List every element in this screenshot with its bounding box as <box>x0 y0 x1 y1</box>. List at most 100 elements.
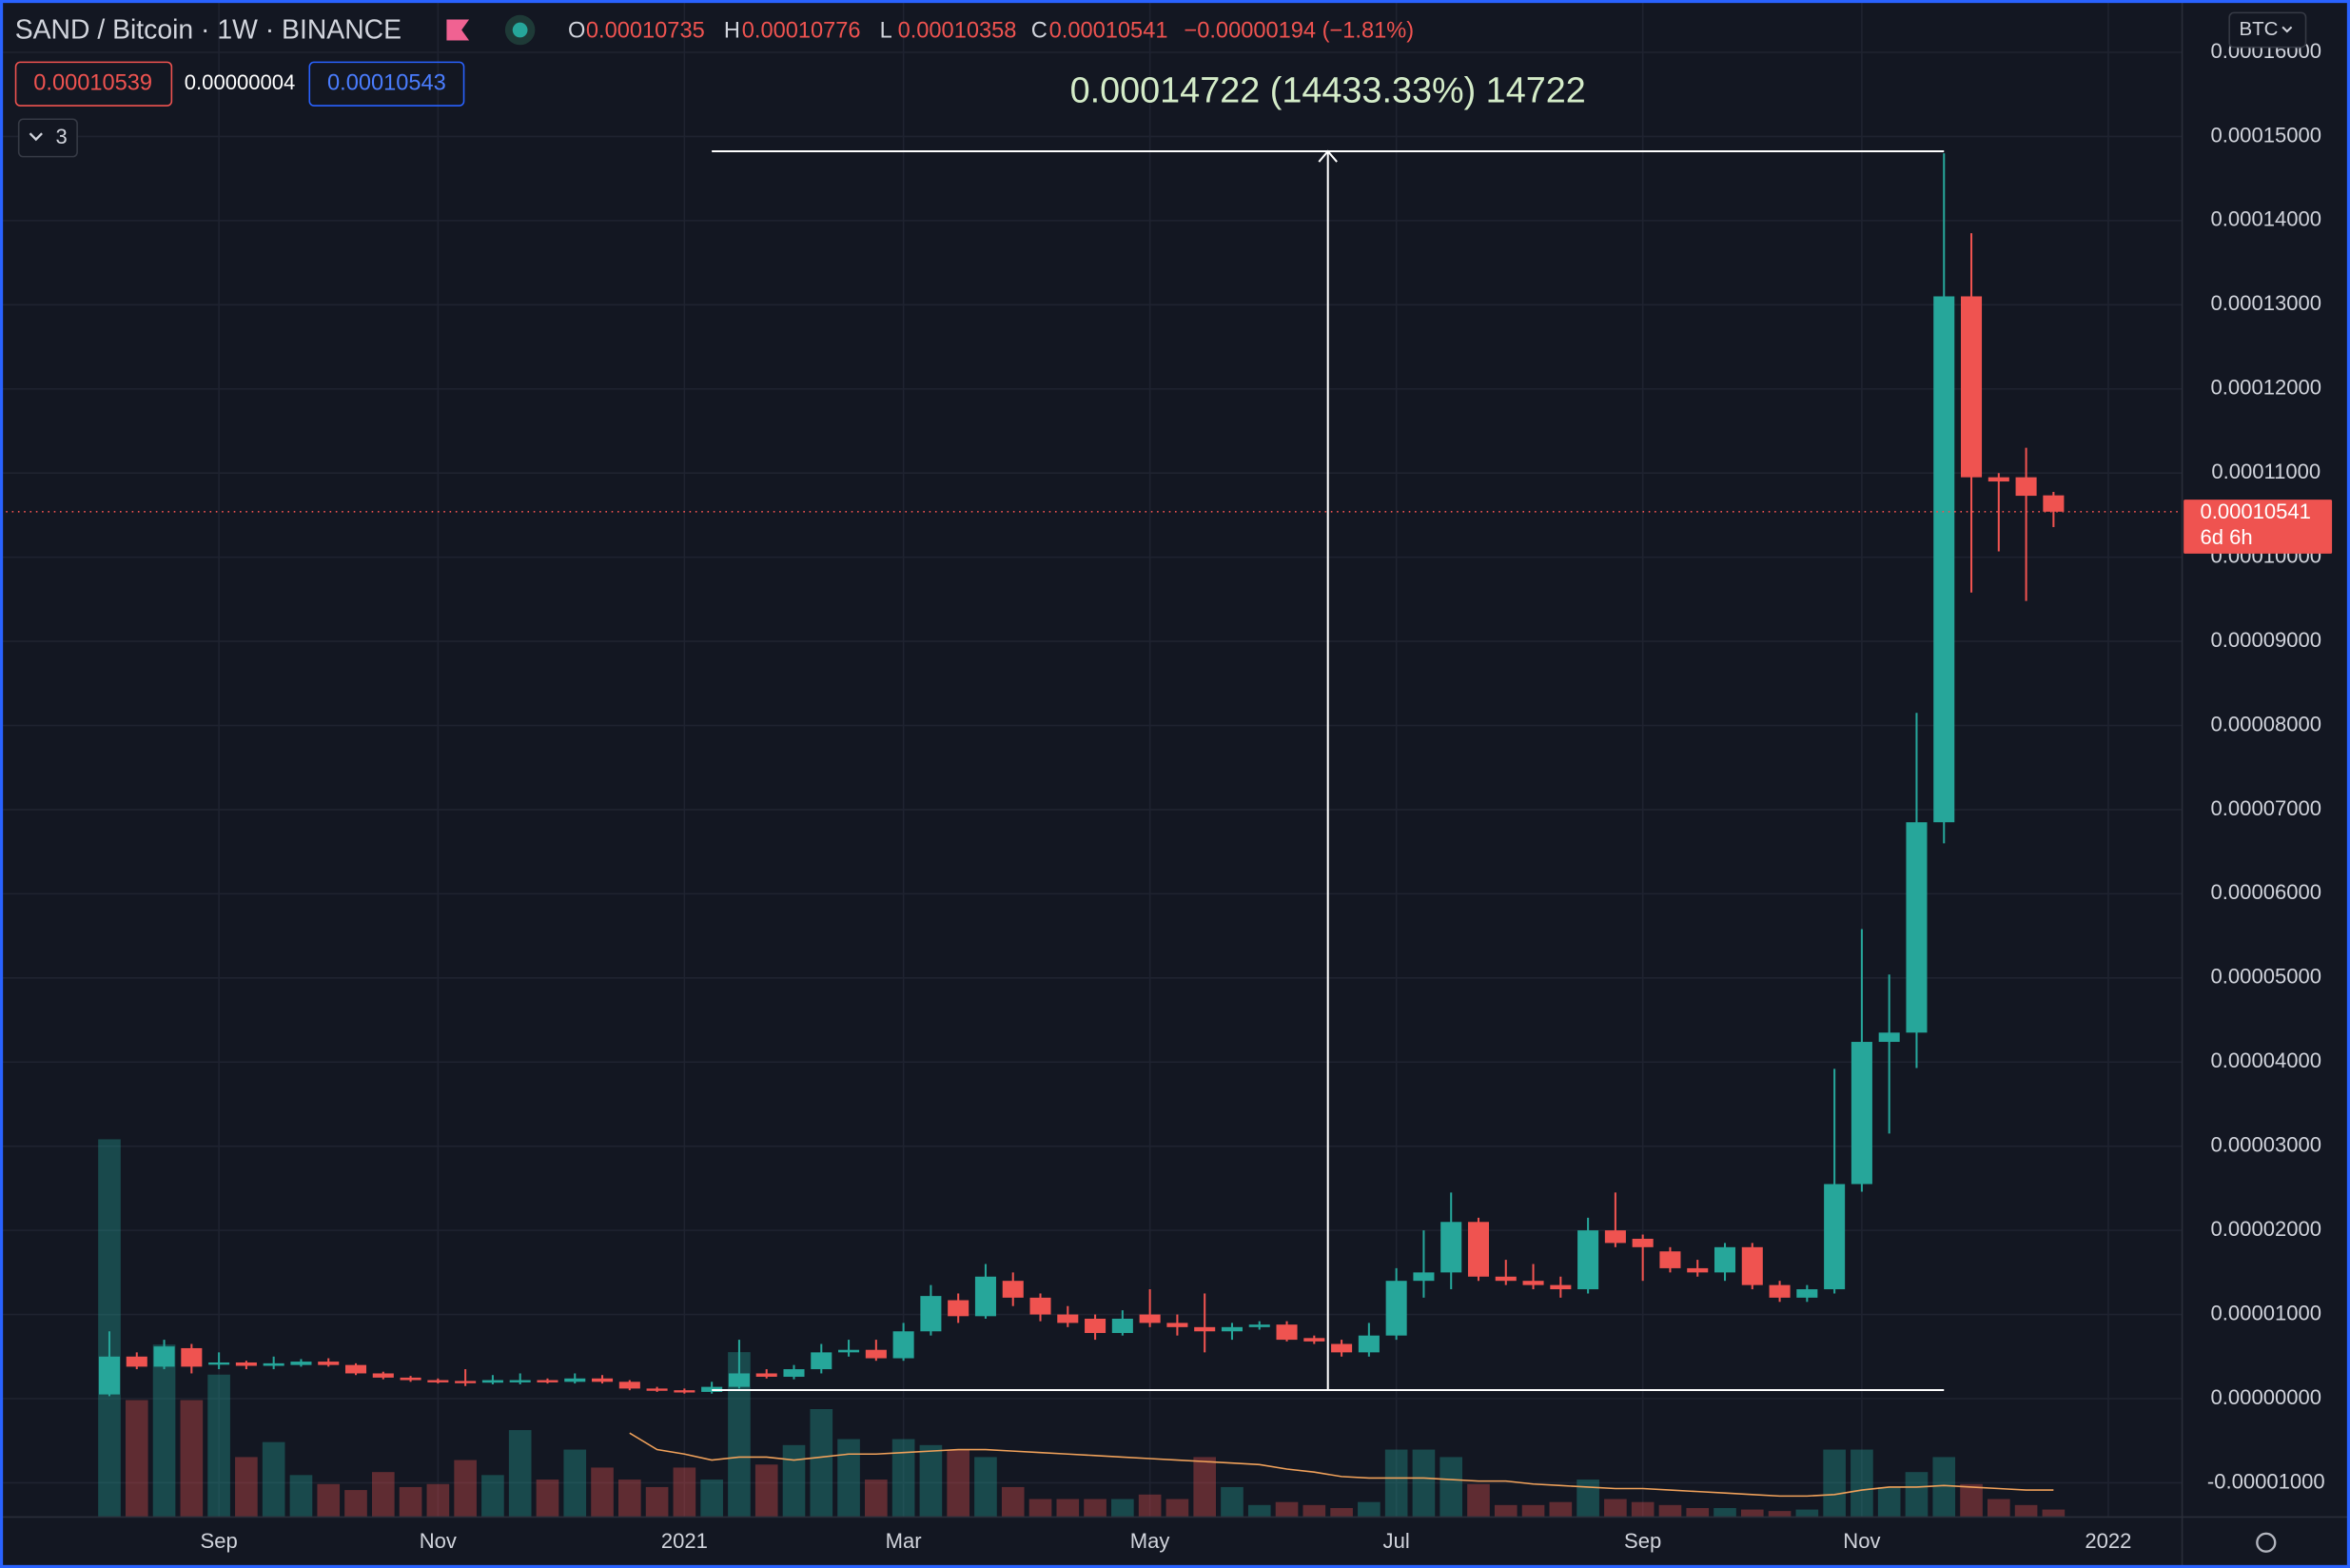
candle-body <box>1714 1246 1736 1273</box>
y-tick-label: 0.00015000 <box>2211 123 2321 147</box>
candle-body <box>263 1362 284 1366</box>
candle-body <box>1467 1222 1490 1277</box>
volume-bar <box>1028 1499 1052 1518</box>
ohlc-value: 0.00010776 <box>742 18 861 43</box>
ask-button[interactable] <box>308 61 465 107</box>
y-tick-label: 0.00004000 <box>2211 1049 2321 1072</box>
x-tick-label: Nov <box>1843 1529 1880 1553</box>
candle-body <box>1550 1284 1572 1290</box>
candle-body <box>509 1380 531 1382</box>
candle-body <box>892 1331 914 1359</box>
flag-icon[interactable] <box>446 19 470 41</box>
volume-bar <box>782 1444 806 1518</box>
y-tick-label: 0.00012000 <box>2211 376 2321 400</box>
volume-bar <box>1330 1507 1353 1518</box>
volume-bar <box>673 1467 696 1518</box>
candle-body <box>344 1364 367 1374</box>
volume-bar <box>1658 1504 1682 1518</box>
bid-button[interactable] <box>14 61 173 107</box>
volume-bar <box>1960 1483 1983 1518</box>
x-tick-label: Mar <box>886 1529 922 1553</box>
symbol-title: SAND / Bitcoin · 1W · BINANCE <box>15 15 401 46</box>
volume-bar <box>1111 1499 1134 1518</box>
y-tick-label: 0.00006000 <box>2211 880 2321 904</box>
volume-bar <box>1521 1504 1545 1518</box>
candle-body <box>1659 1251 1681 1268</box>
volume-bar <box>1631 1501 1655 1518</box>
candle-body <box>783 1369 805 1378</box>
price-axis-panel <box>2182 0 2350 1568</box>
volume-bar <box>1138 1494 1162 1518</box>
candle-body <box>920 1296 942 1332</box>
candle-body <box>181 1347 203 1367</box>
volume-bar <box>454 1460 477 1518</box>
candle-body <box>1248 1324 1270 1327</box>
volume-bar <box>1877 1486 1901 1518</box>
settings-icon[interactable] <box>2256 1532 2277 1553</box>
chevron-icon <box>2281 26 2293 33</box>
ohlc-value: 0.00010541 <box>1049 18 1168 43</box>
volume-bar <box>207 1374 230 1518</box>
candle-body <box>1358 1335 1380 1353</box>
candle-body <box>838 1349 860 1353</box>
candle-body <box>126 1356 147 1367</box>
volume-bar <box>344 1490 367 1518</box>
axes: 0.000160000.000150000.000140000.00013000… <box>200 39 2333 1553</box>
volume-bar <box>1823 1449 1846 1518</box>
currency: BTC <box>2239 18 2278 40</box>
chevron-icon <box>29 132 43 142</box>
candle-body <box>153 1346 175 1367</box>
volume-bar <box>1275 1501 1299 1518</box>
volume-bar <box>289 1475 313 1518</box>
ohlc-label: H <box>724 18 740 43</box>
volume-bar <box>1686 1507 1710 1518</box>
candle-body <box>1741 1246 1763 1285</box>
candle-body <box>1029 1297 1051 1315</box>
measure-label: 0.00014722 (14433.33%) 14722 <box>1070 71 1586 111</box>
last-price-value: 0.00010541 <box>2200 500 2310 523</box>
x-tick-label: Jul <box>1383 1529 1410 1553</box>
candle-body <box>1961 296 1983 478</box>
header: SAND / Bitcoin · 1W · BINANCE O 0.000107… <box>14 11 2307 1553</box>
volume-bar <box>728 1352 751 1518</box>
indicators-toggle[interactable] <box>17 118 78 158</box>
volume-bar <box>837 1439 860 1518</box>
volume-bar <box>645 1486 669 1518</box>
volume-bar <box>262 1441 285 1518</box>
candle-body <box>1796 1289 1818 1298</box>
y-tick-label: -0.00001000 <box>2207 1469 2325 1493</box>
volume-bar <box>810 1408 833 1518</box>
candle-body <box>1495 1276 1517 1282</box>
candle-body <box>1385 1281 1407 1336</box>
ask-price: 0.00010543 <box>327 70 446 95</box>
volume-bar <box>1905 1472 1929 1518</box>
volume-bar <box>1221 1486 1244 1518</box>
y-tick-label: 0.00007000 <box>2211 796 2321 820</box>
candle-body <box>481 1380 503 1383</box>
x-tick-label: Sep <box>200 1529 237 1553</box>
candle-body <box>537 1380 558 1382</box>
volume-bar <box>865 1480 888 1518</box>
y-tick-label: 0.00003000 <box>2211 1133 2321 1157</box>
candle-body <box>455 1381 477 1383</box>
volume-bar <box>974 1457 997 1518</box>
volume-bar <box>426 1483 450 1518</box>
countdown: 6d 6h <box>2200 525 2252 549</box>
plot-area: 0.00014722 (14433.33%) 14722 <box>0 0 2183 1518</box>
x-tick-label: Sep <box>1624 1529 1661 1553</box>
candle-body <box>1933 296 1955 823</box>
volume-bar <box>1302 1504 1326 1518</box>
currency-button[interactable] <box>2228 11 2307 49</box>
candle-body <box>98 1356 121 1395</box>
y-tick-label: 0.00014000 <box>2211 207 2321 231</box>
x-tick-label: May <box>1130 1529 1170 1553</box>
volume-bar <box>947 1449 969 1518</box>
volume-bar <box>2014 1504 2038 1518</box>
volume-bar <box>2042 1509 2066 1518</box>
volume-bar <box>1358 1501 1381 1518</box>
y-tick-label: 0.00001000 <box>2211 1301 2321 1324</box>
candle-body <box>290 1362 312 1365</box>
volume-bar <box>1384 1449 1408 1518</box>
